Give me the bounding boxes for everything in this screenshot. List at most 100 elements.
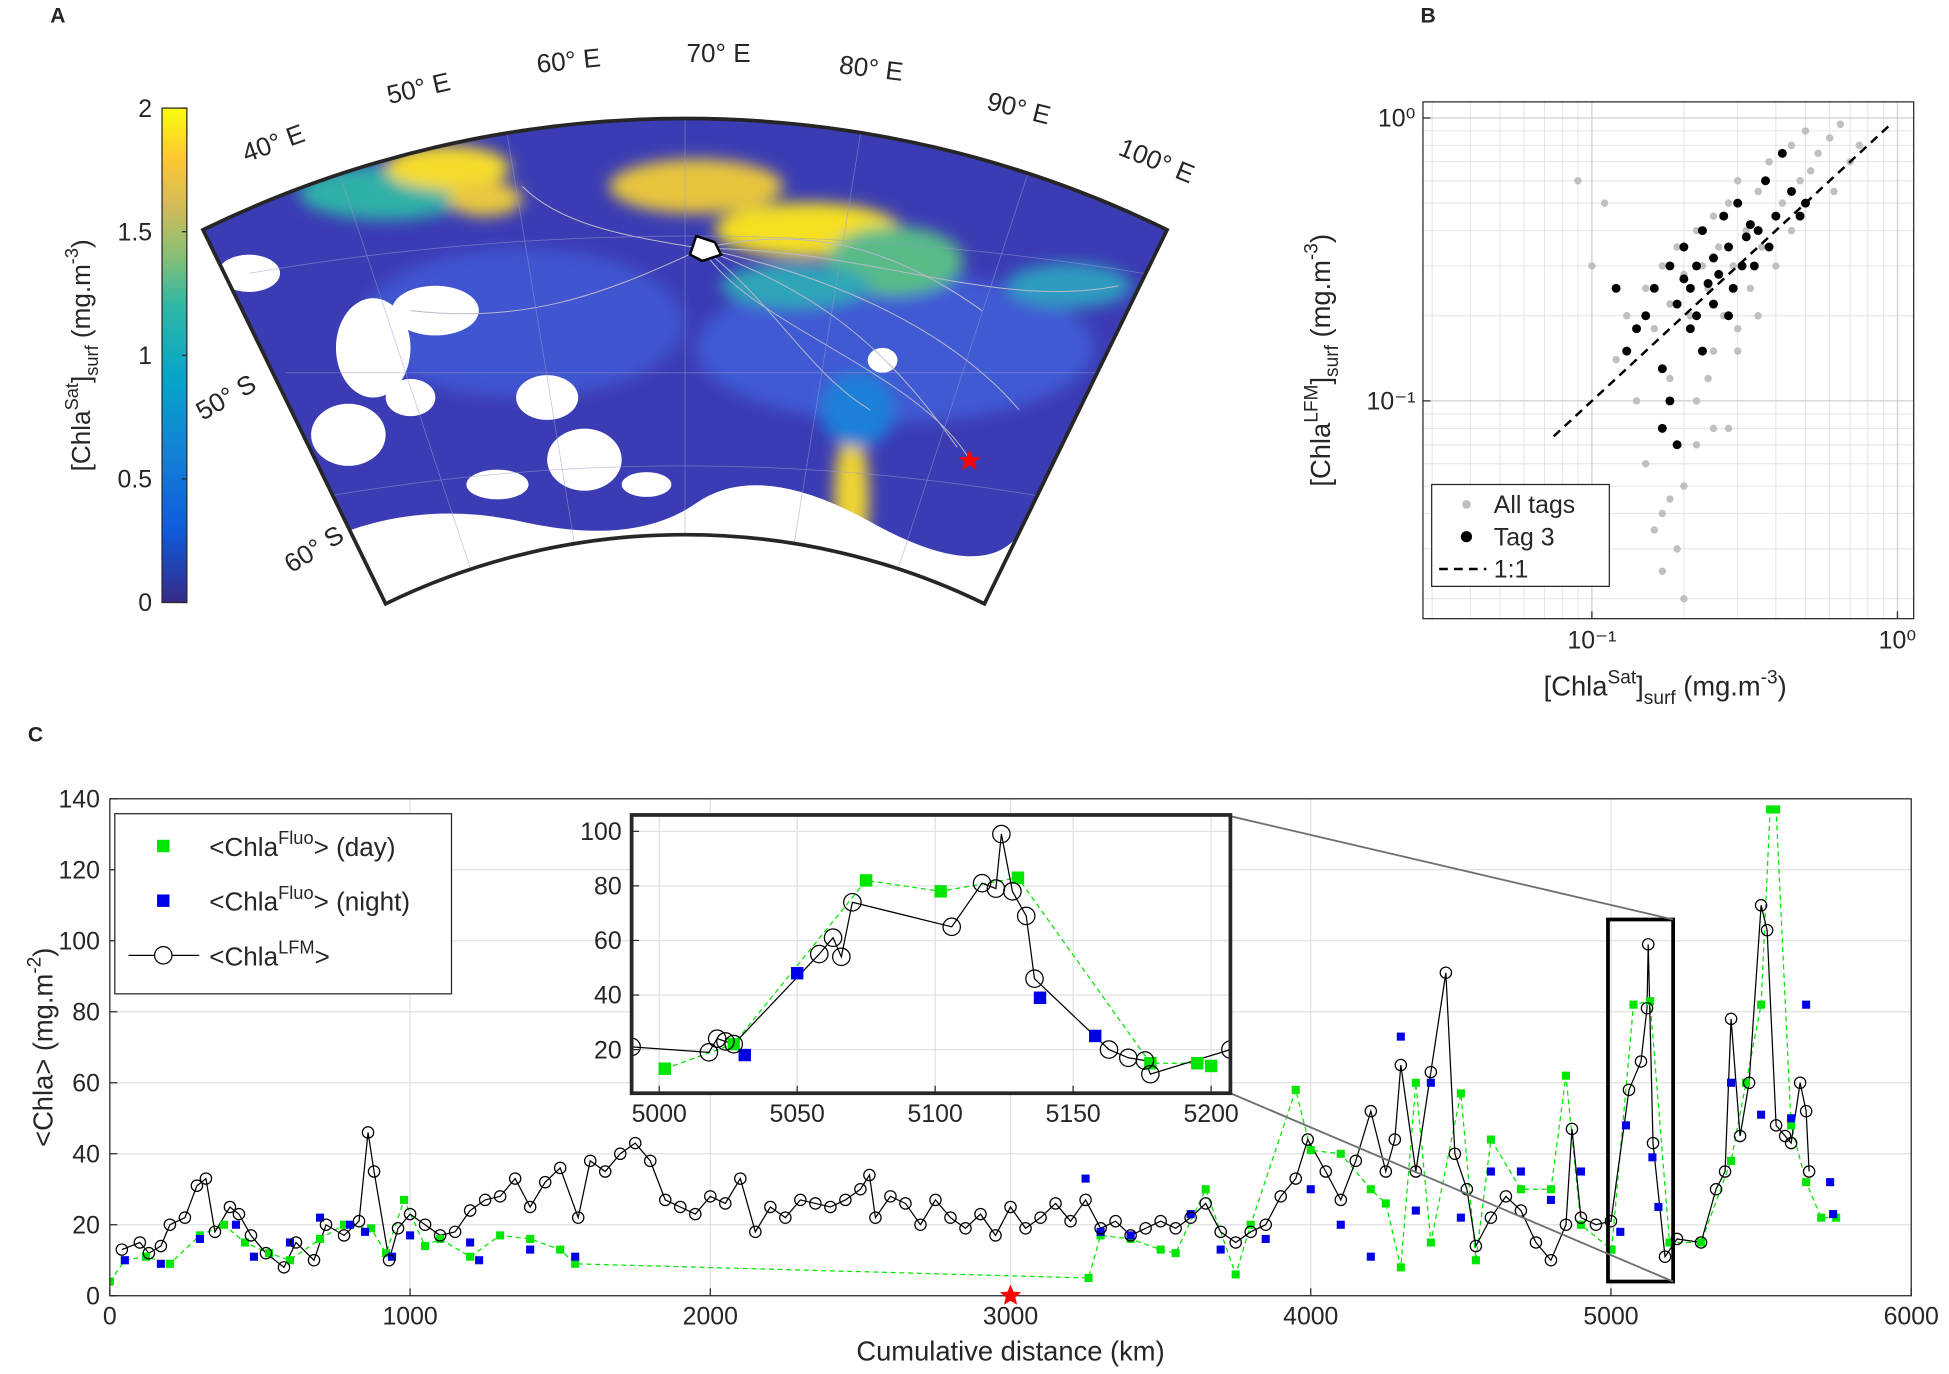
legend-box — [114, 813, 453, 995]
longitude-label: 60° E — [535, 42, 602, 79]
text-part: > (day) — [314, 832, 396, 862]
data-point — [1771, 211, 1781, 221]
data-point — [1084, 1273, 1093, 1283]
data-point — [1301, 1133, 1315, 1146]
text-part: -2 — [24, 957, 45, 974]
data-point — [1486, 1167, 1495, 1176]
legend-label: <ChlaFluo> (night) — [209, 882, 410, 917]
data-point — [1729, 262, 1737, 270]
data-point — [1424, 1065, 1438, 1079]
data-point — [1274, 1190, 1288, 1203]
data-point — [1204, 1059, 1218, 1073]
data-point — [199, 1172, 213, 1185]
data-point — [1650, 526, 1659, 534]
data-point — [1499, 1190, 1513, 1203]
data-point — [1686, 312, 1695, 320]
data-point — [1666, 495, 1674, 503]
data-point — [1641, 284, 1650, 293]
data-point — [285, 1256, 295, 1265]
data-point — [1559, 1218, 1573, 1232]
data-point — [674, 1200, 687, 1214]
data-point — [658, 1062, 671, 1075]
data-point — [1754, 187, 1762, 196]
data-point — [382, 1249, 391, 1258]
data-point — [219, 1220, 228, 1229]
data-point — [1727, 1156, 1736, 1165]
y-tick-label: 20 — [72, 1212, 100, 1239]
data-point — [1697, 1238, 1706, 1247]
data-point — [448, 1225, 462, 1239]
data-point — [1366, 1185, 1375, 1194]
data-point — [1126, 1231, 1135, 1240]
data-point — [264, 1249, 274, 1258]
data-point — [1291, 1085, 1300, 1094]
data-point — [1336, 1149, 1345, 1158]
colorbar-tick-label: 1 — [138, 343, 152, 370]
y-tick-label: 60 — [594, 928, 622, 955]
data-point — [1709, 1182, 1723, 1196]
colorbar-tick-label: 1.5 — [118, 219, 153, 246]
data-point — [249, 1252, 258, 1261]
data-point — [1456, 1213, 1465, 1222]
y-tick-label: 120 — [58, 857, 99, 884]
x-tick-label: 10⁻¹ — [1567, 627, 1616, 654]
data-point — [315, 1213, 325, 1222]
data-point — [1753, 226, 1763, 236]
data-point — [1366, 1252, 1375, 1261]
data-point — [1186, 1210, 1195, 1219]
legend-symbol — [157, 839, 170, 853]
legend-symbol — [157, 894, 170, 907]
data-point — [1411, 1206, 1420, 1215]
data-point — [613, 1147, 627, 1161]
data-point — [1787, 226, 1796, 235]
y-tick-label: 40 — [72, 1141, 100, 1168]
data-point — [1388, 1133, 1402, 1146]
data-point — [1081, 1174, 1090, 1183]
text-part: [Chla — [1305, 422, 1336, 487]
data-point — [1229, 1236, 1242, 1249]
data-point — [1787, 1114, 1796, 1123]
data-point — [1741, 232, 1751, 242]
data-point — [1799, 1104, 1813, 1118]
data-point — [1426, 1078, 1435, 1087]
data-point — [1697, 226, 1707, 236]
data-point — [361, 1126, 375, 1139]
reference-line — [1552, 123, 1892, 438]
y-axis-label: <Chla> (mg.m-2) — [24, 948, 58, 1147]
data-point — [1817, 1213, 1826, 1222]
text-part: Sat — [61, 383, 82, 410]
latitude-label: 60° S — [279, 519, 349, 578]
data-point — [734, 1172, 747, 1185]
x-tick-label: 3000 — [983, 1303, 1038, 1330]
data-point — [1793, 1076, 1807, 1090]
x-tick-label: 5000 — [632, 1101, 687, 1128]
data-point — [1825, 134, 1834, 142]
data-point — [1394, 1058, 1408, 1072]
data-point — [1589, 1218, 1603, 1232]
data-point — [1742, 1078, 1751, 1087]
data-point — [1124, 1229, 1137, 1242]
data-point — [1648, 1153, 1657, 1162]
data-point — [1546, 1195, 1555, 1204]
data-point — [1622, 312, 1631, 320]
data-point — [1622, 1083, 1636, 1097]
data-point — [1709, 212, 1718, 220]
data-point — [1703, 279, 1713, 288]
data-point — [1724, 1012, 1738, 1026]
data-point — [1718, 1165, 1732, 1178]
data-point — [463, 1204, 477, 1217]
data-point — [1246, 1220, 1255, 1229]
data-point — [1679, 242, 1689, 252]
axes-frame — [629, 813, 1233, 1096]
data-point — [1616, 1227, 1625, 1236]
data-point — [1289, 1172, 1303, 1185]
data-point — [337, 1229, 351, 1242]
data-point — [1034, 1211, 1047, 1224]
data-point — [1604, 1214, 1618, 1228]
data-point — [914, 1218, 927, 1232]
data-point — [859, 874, 873, 887]
data-point — [1641, 311, 1651, 321]
data-point — [1742, 1076, 1756, 1090]
longitude-label: 50° E — [384, 66, 453, 110]
